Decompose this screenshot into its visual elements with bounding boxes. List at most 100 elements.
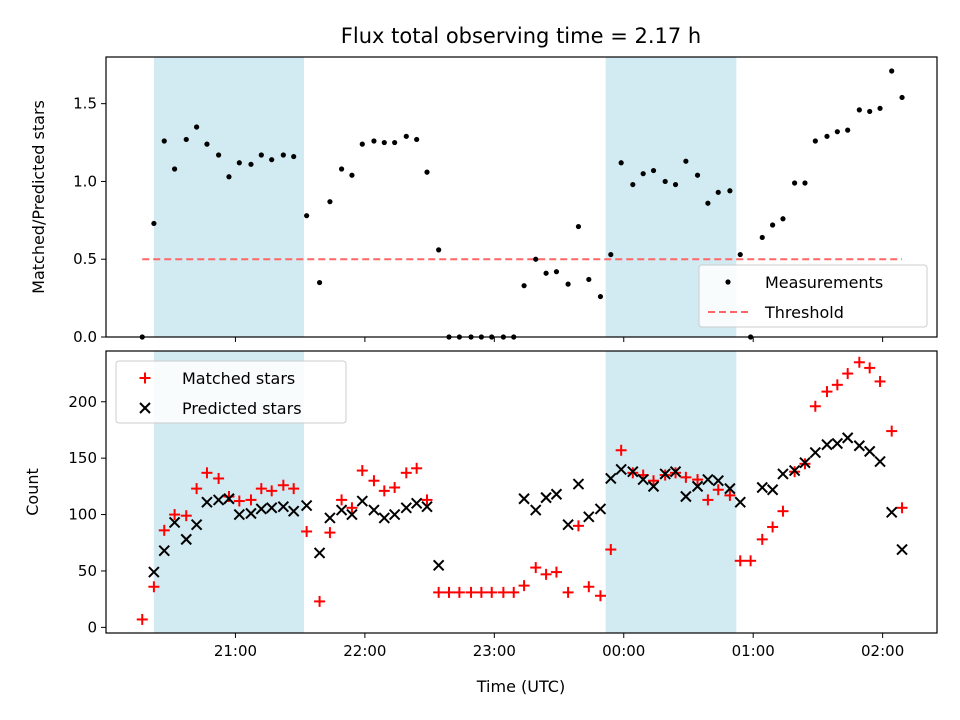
matched-stars-point xyxy=(368,475,380,487)
y-tick-label: 100 xyxy=(68,506,97,524)
measurement-point xyxy=(705,200,711,206)
measurement-point xyxy=(291,153,297,160)
matched-stars-point xyxy=(324,527,336,539)
y-tick-label: 150 xyxy=(68,449,97,467)
measurement-point xyxy=(226,174,232,180)
plot-frame xyxy=(105,56,938,338)
y-tick-label: 50 xyxy=(78,562,97,580)
measurement-point xyxy=(204,141,210,147)
measurement-point xyxy=(640,171,646,177)
predicted-stars-point xyxy=(550,488,563,500)
matched-stars-point xyxy=(550,566,562,578)
measurement-point xyxy=(183,136,189,143)
predicted-stars-point xyxy=(400,502,413,514)
predicted-stars-point xyxy=(518,493,530,505)
legend-label: Predicted stars xyxy=(182,399,302,418)
predicted-stars-point xyxy=(637,473,649,486)
predicted-stars-point xyxy=(647,480,660,493)
measurement-point xyxy=(845,127,851,133)
predicted-stars-point xyxy=(724,482,736,495)
measurement-point xyxy=(248,161,254,167)
predicted-stars-point xyxy=(432,559,445,572)
predicted-stars-point xyxy=(324,512,336,524)
matched-stars-point xyxy=(314,595,326,607)
predicted-stars-point xyxy=(572,478,585,490)
predicted-stars-point xyxy=(605,472,617,485)
matched-stars-point xyxy=(809,400,821,412)
matched-stars-point xyxy=(692,474,704,486)
matched-stars-point xyxy=(180,510,192,522)
measurement-point xyxy=(650,167,657,174)
matched-stars-point xyxy=(433,586,445,598)
measurement-point xyxy=(867,108,873,115)
measurement-point xyxy=(575,223,582,230)
predicted-stars-point xyxy=(594,503,607,515)
predicted-stars-point xyxy=(691,480,704,493)
measurement-point xyxy=(662,178,668,185)
predicted-stars-point xyxy=(627,465,639,478)
measurement-point xyxy=(236,160,242,166)
measurement-point xyxy=(424,169,430,175)
measurement-point xyxy=(403,133,409,139)
measurement-point xyxy=(597,293,604,300)
matched-stars-point xyxy=(734,555,746,567)
matched-stars-point xyxy=(530,562,542,574)
matched-stars-point xyxy=(389,481,401,493)
matched-stars-point xyxy=(421,494,433,506)
x-tick-label: 21:00 xyxy=(214,642,257,660)
matched-stars-point xyxy=(594,590,606,602)
matched-stars-point xyxy=(158,524,170,536)
predicted-stars-point xyxy=(702,473,714,486)
measurement-point xyxy=(533,256,539,262)
matched-stars-point xyxy=(411,462,423,474)
predicted-stars-point xyxy=(313,547,326,559)
x-tick-label: 02:00 xyxy=(861,642,904,660)
matched-stars-point xyxy=(712,484,724,496)
matched-stars-point xyxy=(346,502,358,514)
measurement-point xyxy=(392,139,398,146)
measurement-point xyxy=(889,68,895,74)
legend-entry: Measurements xyxy=(725,273,883,292)
matched-stars-point xyxy=(648,475,660,487)
matched-stars-point xyxy=(201,467,213,479)
predicted-stars-point xyxy=(777,468,789,480)
legend: Measurements Threshold xyxy=(698,264,928,328)
measurement-point xyxy=(770,222,776,228)
measurement-point xyxy=(359,141,365,147)
predicted-stars-point xyxy=(245,507,257,520)
measurement-point xyxy=(338,166,345,172)
matched-stars-point xyxy=(680,471,692,483)
predicted-stars-point xyxy=(669,465,682,478)
matched-stars-point xyxy=(356,465,368,477)
y-tick-label: 200 xyxy=(68,393,97,411)
legend: Matched stars Predicted stars xyxy=(115,360,347,424)
matched-stars-point xyxy=(148,581,160,593)
matched-stars-point xyxy=(378,485,390,497)
measurement-point xyxy=(371,138,377,144)
predicted-stars-point xyxy=(201,496,213,508)
plot-frame xyxy=(105,350,938,634)
predicted-stars-point xyxy=(212,494,225,506)
matched-stars-point xyxy=(400,467,412,479)
measurement-point xyxy=(151,220,157,227)
matched-stars-point xyxy=(475,586,487,598)
predicted-stars-point xyxy=(388,508,401,521)
legend-label: Measurements xyxy=(765,273,883,292)
measurement-point xyxy=(834,129,840,135)
predicted-stars-point xyxy=(410,497,423,509)
legend-marker xyxy=(725,279,731,285)
legend-entry: Matched stars xyxy=(139,369,295,388)
matched-stars-point xyxy=(572,520,584,532)
predicted-stars-point xyxy=(659,468,671,480)
predicted-stars-point xyxy=(853,440,866,452)
predicted-stars-point xyxy=(756,481,768,494)
y-tick-label: 0 xyxy=(87,618,97,636)
matched-stars-point xyxy=(702,494,714,506)
matched-stars-point xyxy=(745,555,757,567)
measurement-point xyxy=(824,133,830,139)
y-tick-label: 0.5 xyxy=(73,250,97,268)
measurement-point xyxy=(194,124,200,130)
predicted-stars-point xyxy=(680,490,692,503)
matched-stars-point xyxy=(277,479,289,491)
